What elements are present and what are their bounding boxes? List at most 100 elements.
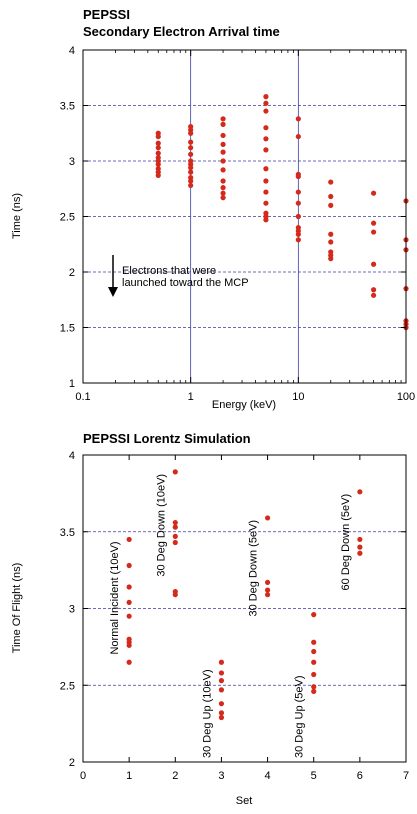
x-tick-label: 3	[218, 770, 224, 782]
y-tick-label: 3	[69, 604, 75, 616]
x-tick-label: 1	[188, 391, 194, 403]
data-point	[220, 158, 226, 164]
chart-2-group-labels: Normal Incident (10eV) 30 Deg Down (10eV)…	[109, 474, 352, 758]
data-point	[218, 670, 225, 676]
data-point	[370, 229, 377, 235]
group-label: 30 Deg Down (10eV)	[155, 474, 167, 577]
data-point	[370, 190, 377, 196]
data-point	[295, 133, 301, 140]
y-tick-label: 3.5	[60, 527, 75, 539]
data-point	[188, 182, 194, 189]
data-point	[328, 249, 334, 255]
data-point	[220, 167, 226, 173]
x-tick-label: 6	[357, 770, 363, 782]
chart-1-grid	[83, 50, 406, 383]
x-tick-label: 7	[403, 770, 409, 782]
group-label: 30 Deg Up (5eV)	[294, 675, 306, 758]
chart-2: PEPSSI Lorentz Simulation 2 2.5 3 3.5 4 0 1 2 3 4…	[11, 431, 409, 807]
data-point	[220, 185, 226, 191]
data-point	[328, 193, 334, 200]
data-point	[220, 116, 226, 122]
data-point	[126, 613, 132, 619]
data-point	[220, 149, 226, 155]
data-point	[172, 524, 178, 530]
y-tick-label: 2.5	[60, 680, 75, 692]
chart-1-subtitle: Secondary Electron Arrival time	[83, 24, 280, 39]
annotation-line-1: Electrons that were	[122, 265, 216, 277]
data-point	[263, 125, 269, 131]
data-point	[126, 562, 132, 569]
data-point	[188, 175, 194, 181]
data-point	[370, 287, 377, 293]
chart-1-points	[155, 94, 409, 331]
data-point	[155, 140, 161, 146]
y-tick-label: 1.5	[60, 323, 75, 335]
annotation-arrow-head	[108, 287, 118, 297]
data-point	[311, 639, 317, 645]
y-tick-label: 4	[69, 450, 75, 462]
data-point	[263, 166, 269, 172]
data-point	[218, 714, 225, 721]
x-tick-label: 0.1	[75, 391, 90, 403]
x-tick-label: 2	[172, 770, 178, 782]
data-point	[328, 202, 334, 208]
data-point	[172, 469, 178, 475]
data-point	[311, 659, 317, 665]
data-point	[295, 225, 301, 231]
data-point	[218, 701, 225, 707]
data-point	[263, 108, 269, 114]
x-tick-label: 100	[397, 391, 415, 403]
data-point	[172, 519, 178, 526]
data-point	[188, 123, 194, 130]
data-point	[220, 195, 226, 201]
x-tick-label: 1	[126, 770, 132, 782]
data-point	[370, 261, 377, 267]
data-point	[263, 178, 269, 184]
data-point	[357, 536, 363, 543]
data-point	[370, 292, 377, 298]
data-point	[220, 141, 226, 147]
data-point	[218, 710, 225, 716]
data-point	[264, 592, 271, 598]
data-point	[218, 659, 225, 665]
data-point	[155, 145, 161, 151]
data-point	[295, 189, 301, 195]
y-tick-label: 1	[69, 378, 75, 390]
chart-1-annotation-text: Electrons that were launched toward the …	[122, 265, 249, 289]
data-point	[172, 589, 178, 595]
data-point	[295, 116, 301, 122]
chart-2-xlabel: Set	[236, 795, 253, 807]
data-point	[311, 671, 317, 678]
chart-1-ylabel: Time (ns)	[11, 193, 23, 239]
data-point	[311, 612, 317, 618]
data-point	[264, 587, 271, 593]
y-tick-label: 2.5	[60, 212, 75, 224]
data-point	[357, 550, 363, 556]
chart-2-title: PEPSSI Lorentz Simulation	[83, 431, 251, 446]
annotation-line-2: launched toward the MCP	[122, 277, 249, 289]
data-point	[126, 599, 132, 605]
data-point	[126, 636, 132, 642]
data-point	[126, 536, 132, 543]
group-label: 30 Deg Up (10eV)	[201, 669, 213, 758]
data-point	[218, 687, 225, 693]
data-point	[220, 178, 226, 184]
data-point	[155, 150, 161, 156]
data-point	[220, 121, 226, 127]
data-point	[311, 684, 317, 690]
data-point	[295, 171, 301, 177]
chart-2-points	[126, 469, 363, 721]
data-point	[263, 147, 269, 153]
data-point	[155, 130, 161, 136]
x-tick-label: 4	[265, 770, 271, 782]
data-point	[263, 94, 269, 100]
y-tick-label: 2	[69, 757, 75, 769]
chart-2-grid	[83, 531, 406, 686]
data-point	[126, 584, 132, 590]
data-point	[264, 515, 271, 521]
y-tick-label: 4	[69, 45, 75, 57]
data-point	[155, 155, 161, 161]
data-point	[188, 169, 194, 175]
data-point	[357, 544, 363, 550]
